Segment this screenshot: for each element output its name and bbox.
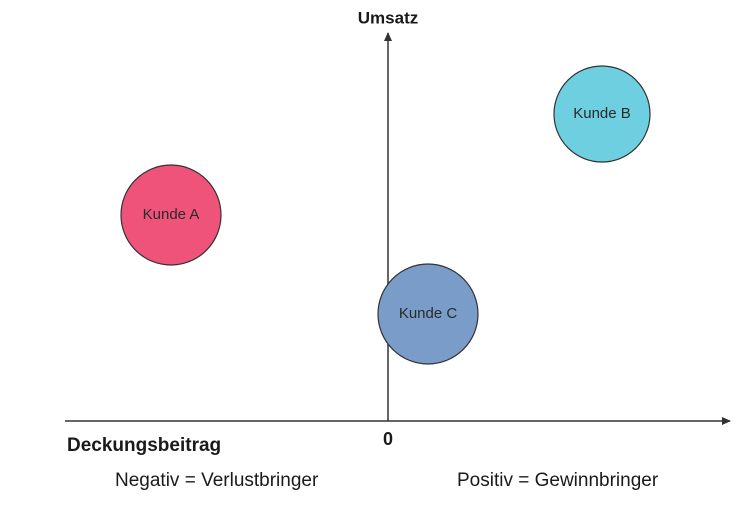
node-label: Kunde A: [143, 206, 200, 223]
node-label: Kunde B: [573, 105, 631, 122]
x-axis-label: Deckungsbeitrag: [67, 435, 221, 456]
negative-note: Negativ = Verlustbringer: [115, 470, 319, 491]
positive-note: Positiv = Gewinnbringer: [457, 470, 659, 491]
node-circle: [553, 65, 651, 163]
node-circle: [120, 164, 222, 266]
origin-label: 0: [383, 429, 393, 449]
node-circle: [377, 263, 479, 365]
y-axis-label: Umsatz: [358, 8, 418, 27]
node-label: Kunde C: [399, 305, 458, 322]
